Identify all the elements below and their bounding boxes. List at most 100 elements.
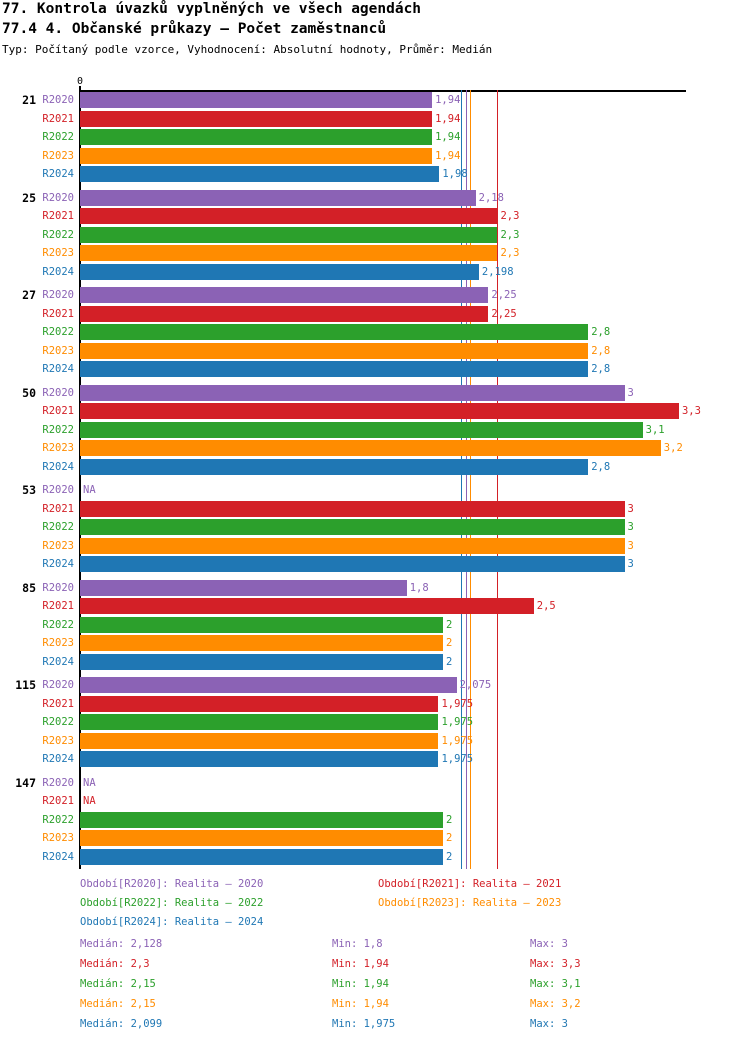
series-row-label: R2024 xyxy=(42,655,74,668)
bar xyxy=(80,598,534,614)
legend-max-stat: Max: 3,3 xyxy=(530,958,581,970)
series-row-label: R2021 xyxy=(42,405,74,417)
group-label: 25 xyxy=(22,190,36,205)
bar-value-label: 2,3 xyxy=(500,228,520,241)
bar-value-label: 2 xyxy=(446,655,453,668)
bar xyxy=(80,695,439,712)
group-label: 85 xyxy=(22,580,36,595)
bar xyxy=(80,110,433,127)
bar xyxy=(80,245,498,261)
bar xyxy=(80,537,625,554)
bar-value-label: 3 xyxy=(627,521,634,533)
series-row-label: R2022 xyxy=(42,521,74,533)
bar xyxy=(80,635,443,651)
series-row-label: R2021 xyxy=(42,502,74,515)
bar xyxy=(80,440,661,456)
series-row-label: R2020 xyxy=(42,776,74,789)
series-row-label: R2023 xyxy=(42,344,74,357)
bar xyxy=(80,579,407,596)
bar-value-label: 2,25 xyxy=(491,289,517,301)
bar xyxy=(80,732,439,749)
bar-value-label: 1,94 xyxy=(435,94,461,106)
series-row-label: R2024 xyxy=(42,363,74,375)
bar xyxy=(80,556,625,572)
series-row-label: R2024 xyxy=(42,460,74,473)
series-row-label: R2022 xyxy=(42,423,74,436)
bar-value-label: 1,98 xyxy=(442,168,468,180)
bar-value-label: 2,3 xyxy=(500,210,520,222)
series-row-label: R2021 xyxy=(42,795,74,807)
median-reference-line xyxy=(497,90,499,869)
bar xyxy=(80,287,489,303)
bar xyxy=(80,189,476,206)
series-row-label: R2022 xyxy=(42,228,74,241)
bar xyxy=(80,305,489,322)
bar-value-label: 2,8 xyxy=(591,344,611,357)
bar xyxy=(80,324,589,340)
series-row-label: R2023 xyxy=(42,539,74,552)
bar-value-label: 3 xyxy=(627,558,634,570)
series-row-label: R2022 xyxy=(42,618,74,631)
bar-value-label: 1,975 xyxy=(441,697,474,710)
bar-value-label: 2,075 xyxy=(459,679,492,691)
series-row-label: R2024 xyxy=(42,265,74,278)
series-row-label: R2023 xyxy=(42,637,74,649)
legend-entry: Období[R2024]: Realita – 2024 xyxy=(80,916,264,928)
bar xyxy=(80,848,443,865)
bar-value-label: 2 xyxy=(446,832,453,844)
group-label: 50 xyxy=(22,385,36,400)
legend-max-stat: Max: 3 xyxy=(530,1018,568,1030)
series-row-label: R2021 xyxy=(42,112,74,125)
bar-value-label: 1,94 xyxy=(435,149,461,162)
bar xyxy=(80,342,589,359)
bar-value-label: 1,975 xyxy=(441,734,474,747)
series-row-label: R2021 xyxy=(42,697,74,710)
series-row-label: R2023 xyxy=(42,442,74,454)
legend-median-stat: Medián: 2,128 xyxy=(80,938,163,950)
series-row-label: R2020 xyxy=(42,191,74,204)
bar-value-label: 2,3 xyxy=(500,247,520,259)
page-title-line2: 77.4 4. Občanské průkazy – Počet zaměstn… xyxy=(2,21,387,37)
bar-chart-plot-area: 0 21 R2020 1,94 R2021 1,94 R2022 1,94 R2023 1,94 R… xyxy=(15,76,701,869)
bar-value-label: NA xyxy=(83,795,96,807)
bar xyxy=(80,830,443,846)
legend-min-stat: Min: 1,94 xyxy=(332,998,389,1010)
bar-value-label: 2,25 xyxy=(491,307,517,320)
series-row-label: R2020 xyxy=(42,386,74,399)
legend-min-stat: Min: 1,8 xyxy=(332,938,383,950)
series-row-label: R2020 xyxy=(42,581,74,594)
bar-value-label: 3 xyxy=(627,386,634,399)
legend-entry: Období[R2021]: Realita – 2021 xyxy=(378,878,562,890)
page-title-line1: 77. Kontrola úvazků vyplněných ve všech … xyxy=(2,1,422,17)
chart-legend: Období[R2020]: Realita – 2020 Období[R202… xyxy=(0,870,750,1040)
x-axis-zero-tick-label: 0 xyxy=(77,76,84,87)
bar-value-label: 2,8 xyxy=(591,363,611,375)
bar-value-label: NA xyxy=(83,484,96,496)
series-row-label: R2023 xyxy=(42,247,74,259)
series-row-label: R2023 xyxy=(42,734,74,747)
series-row-label: R2022 xyxy=(42,813,74,826)
bar xyxy=(80,616,443,633)
bar-value-label: NA xyxy=(83,776,96,789)
bar-value-label: 1,975 xyxy=(441,753,474,765)
bar-value-label: 1,94 xyxy=(435,131,461,143)
bar-value-label: 1,94 xyxy=(435,112,461,125)
series-row-label: R2023 xyxy=(42,832,74,844)
bar-value-label: 2 xyxy=(446,637,453,649)
median-reference-line xyxy=(466,90,468,869)
series-row-label: R2022 xyxy=(42,131,74,143)
legend-min-stat: Min: 1,975 xyxy=(332,1018,396,1030)
legend-min-stat: Min: 1,94 xyxy=(332,958,389,970)
bar-value-label: 2 xyxy=(446,850,453,863)
bar-value-label: 2 xyxy=(446,618,453,631)
legend-entry: Období[R2020]: Realita – 2020 xyxy=(80,878,264,890)
bar xyxy=(80,811,443,828)
bar-value-label: 2,198 xyxy=(481,265,514,278)
group-label: 21 xyxy=(22,93,36,107)
bar xyxy=(80,403,679,419)
bar xyxy=(80,208,498,224)
bar-value-label: 3,1 xyxy=(645,423,665,436)
bar-value-label: 2,8 xyxy=(591,326,611,338)
bar-value-label: 2 xyxy=(446,813,453,826)
series-row-label: R2022 xyxy=(42,326,74,338)
